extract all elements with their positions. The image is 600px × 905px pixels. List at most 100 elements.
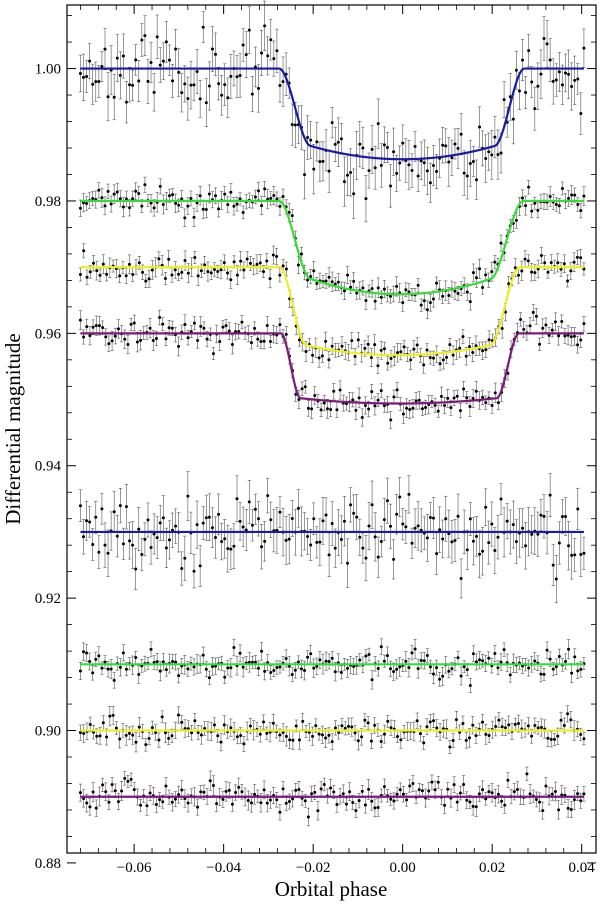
data-point — [309, 274, 313, 278]
data-point — [370, 678, 374, 682]
data-point — [157, 257, 161, 261]
data-point — [290, 214, 294, 218]
data-point — [201, 25, 205, 29]
data-point — [253, 195, 257, 199]
data-point — [88, 723, 92, 727]
data-point — [376, 555, 380, 559]
data-point — [382, 785, 386, 789]
data-point — [505, 519, 509, 523]
data-point — [324, 339, 328, 343]
data-point — [287, 537, 291, 541]
data-point — [373, 404, 377, 408]
data-point — [373, 723, 377, 727]
data-point — [551, 563, 555, 567]
data-point — [401, 522, 405, 526]
data-point — [85, 75, 89, 79]
data-point — [137, 79, 141, 83]
data-point — [229, 666, 233, 670]
data-point — [78, 669, 82, 673]
data-point — [109, 202, 113, 206]
data-point — [226, 547, 230, 551]
data-point — [134, 567, 138, 571]
data-point — [180, 788, 184, 792]
data-point — [190, 731, 194, 735]
data-point — [180, 197, 184, 201]
data-point — [404, 525, 408, 529]
data-point — [522, 327, 526, 331]
data-point — [478, 552, 482, 556]
data-point — [332, 389, 336, 393]
data-point — [131, 733, 135, 737]
data-point — [373, 166, 377, 170]
data-point — [123, 337, 127, 341]
data-point — [161, 660, 165, 664]
data-point — [202, 790, 206, 794]
data-point — [109, 667, 113, 671]
data-point — [249, 341, 253, 345]
data-point — [399, 738, 403, 742]
data-point — [417, 398, 421, 402]
data-point — [478, 658, 482, 662]
data-point — [407, 666, 411, 670]
data-point — [256, 517, 260, 521]
data-point — [101, 721, 105, 725]
data-point — [560, 515, 564, 519]
data-point — [474, 534, 478, 538]
data-point — [121, 651, 125, 655]
data-point — [542, 672, 546, 676]
data-point — [271, 253, 275, 257]
data-point — [94, 657, 98, 661]
data-point — [81, 535, 85, 539]
data-point — [183, 556, 187, 560]
data-point — [301, 719, 305, 723]
data-point — [278, 83, 282, 87]
data-point — [170, 326, 174, 330]
data-point — [536, 208, 540, 212]
data-point — [260, 204, 264, 208]
data-point — [152, 660, 156, 664]
data-point — [428, 181, 432, 185]
data-point — [349, 170, 353, 174]
data-point — [227, 329, 231, 333]
data-point — [370, 147, 374, 151]
data-point — [128, 206, 132, 210]
data-point — [312, 167, 316, 171]
data-point — [100, 65, 104, 69]
data-point — [139, 338, 143, 342]
data-point — [333, 142, 337, 146]
data-point — [183, 727, 187, 731]
data-point — [465, 668, 469, 672]
data-point — [449, 406, 453, 410]
data-point — [499, 660, 503, 664]
data-point — [163, 731, 167, 735]
data-point — [229, 547, 233, 551]
data-point — [462, 665, 466, 669]
data-point — [297, 787, 301, 791]
data-point — [78, 206, 82, 210]
data-point — [309, 652, 313, 656]
data-point — [226, 666, 230, 670]
data-point — [410, 541, 414, 545]
data-point — [255, 262, 259, 266]
data-point — [542, 36, 546, 40]
data-point — [450, 156, 454, 160]
data-point — [360, 416, 364, 420]
data-point — [420, 407, 424, 411]
data-point — [336, 280, 340, 284]
data-point — [206, 270, 210, 274]
data-point — [524, 204, 528, 208]
data-point — [573, 78, 577, 82]
data-point — [275, 49, 279, 53]
data-point — [299, 252, 303, 256]
data-point — [438, 677, 442, 681]
data-point — [376, 806, 380, 810]
data-point — [425, 725, 429, 729]
data-point — [210, 526, 214, 530]
data-point — [260, 649, 264, 653]
data-point — [530, 80, 534, 84]
data-point — [124, 667, 128, 671]
data-point — [520, 269, 524, 273]
data-point — [203, 263, 207, 267]
series-3-points — [78, 243, 586, 374]
data-point — [97, 324, 101, 328]
